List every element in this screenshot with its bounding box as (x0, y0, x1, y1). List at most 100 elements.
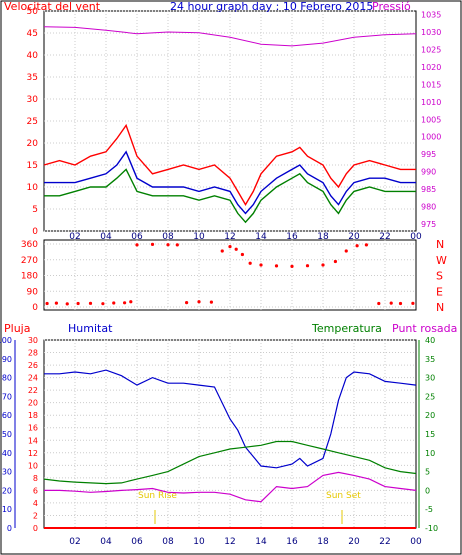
temperature-y-tick-label: 20 (425, 411, 435, 420)
wind-y-tick-label: 10 (27, 183, 39, 193)
legend-humidity: Humitat (68, 322, 113, 335)
wind-y-tick-label: 50 (27, 7, 39, 17)
wind-direction-point (321, 263, 325, 267)
wind-y-tick-label: 0 (32, 227, 38, 237)
wind-axis-title: Velocitat del vent (4, 0, 101, 13)
wind-direction-point (398, 301, 403, 306)
humidity-x-tick-label: 22 (379, 537, 390, 547)
wind-x-tick-label: 20 (348, 232, 360, 242)
temperature-y-tick-label: -10 (425, 524, 438, 533)
wind-direction-point (411, 301, 415, 305)
pressure-y-tick-label: 980 (421, 203, 436, 212)
wind-direction-point (185, 301, 189, 305)
rain-y-tick-label: 26 (28, 361, 38, 370)
humidity-x-tick-label: 18 (317, 537, 329, 547)
series-pressure-line (43, 26, 417, 47)
direction-y-tick-label: 360 (21, 240, 38, 250)
humidity-y-tick-label: 90 (2, 355, 12, 364)
chart-marks: 0510152025303540455097598098599099510001… (0, 7, 447, 547)
humidity-y-tick-label: 40 (2, 449, 12, 458)
legend-rain: Pluja (4, 322, 30, 335)
pressure-y-tick-label: 1025 (421, 45, 441, 54)
series-direction-average-line (44, 168, 416, 224)
wind-direction-point (377, 301, 381, 306)
temperature-y-tick-label: 35 (425, 355, 435, 364)
series-humitat-line (44, 369, 417, 469)
humidity-y-tick-label: 10 (2, 505, 12, 514)
humidity-x-tick-label: 04 (100, 537, 112, 547)
temperature-y-tick-label: 15 (425, 430, 435, 439)
compass-label: W (436, 254, 447, 267)
compass-label: N (436, 301, 444, 314)
humidity-x-tick-label: 20 (348, 537, 360, 547)
humidity-y-tick-label: 100 (0, 336, 12, 345)
humidity-y-tick-label: 80 (2, 374, 12, 383)
wind-x-tick-label: 00 (410, 232, 422, 242)
legend-dewpoint: Punt rosada (392, 322, 457, 335)
wind-direction-point (175, 243, 179, 247)
humidity-x-tick-label: 06 (131, 537, 143, 547)
humidity-y-tick-label: 60 (2, 411, 12, 420)
sun-set-label: Sun Set (326, 491, 361, 501)
humidity-x-tick-label: 02 (69, 537, 80, 547)
rain-y-tick-label: 30 (28, 336, 38, 345)
pressure-axis-title: Pressió (372, 0, 411, 13)
pressure-y-tick-label: 1035 (421, 10, 441, 19)
series-temperatura-line (43, 440, 417, 485)
pressure-y-tick-label: 1005 (421, 115, 441, 124)
chart-title: 24 hour graph day : 10 Febrero 2015 (170, 0, 373, 13)
wind-direction-point (234, 247, 238, 251)
compass-label: S (436, 270, 443, 283)
humidity-x-tick-label: 10 (193, 537, 205, 547)
series-wind-line (44, 150, 416, 215)
pressure-y-tick-label: 990 (421, 168, 436, 177)
humidity-x-tick-label: 14 (255, 537, 267, 547)
wind-y-tick-label: 20 (27, 139, 39, 149)
wind-direction-point (123, 301, 127, 305)
humidity-x-tick-label: 00 (410, 537, 422, 547)
direction-y-tick-label: 0 (32, 303, 38, 313)
humidity-y-tick-label: 70 (2, 392, 12, 401)
rain-y-tick-label: 24 (28, 374, 38, 383)
wind-x-tick-label: 04 (100, 232, 112, 242)
wind-direction-point (220, 249, 224, 253)
rain-y-tick-label: 20 (28, 399, 38, 408)
wind-x-tick-label: 12 (224, 232, 235, 242)
wind-direction-point (209, 300, 213, 304)
wind-direction-point (355, 244, 359, 248)
rain-y-tick-label: 18 (28, 411, 38, 420)
humidity-x-tick-label: 12 (224, 537, 235, 547)
rain-y-tick-label: 2 (33, 511, 38, 520)
wind-direction-point (305, 264, 310, 268)
series-gust-line (43, 123, 416, 206)
temperature-y-tick-label: 30 (425, 374, 435, 383)
wind-y-tick-label: 30 (27, 95, 39, 105)
pressure-y-tick-label: 1015 (421, 80, 441, 89)
sun-rise-label: Sun Rise (138, 491, 177, 501)
compass-label: N (436, 238, 444, 251)
wind-direction-point (274, 264, 279, 268)
humidity-x-tick-label: 08 (162, 537, 174, 547)
wind-direction-point (112, 301, 116, 305)
pressure-y-tick-label: 1030 (421, 28, 441, 37)
wind-direction-point (129, 300, 133, 304)
wind-direction-point (197, 300, 201, 304)
humidity-y-tick-label: 30 (2, 468, 12, 477)
pressure-y-tick-label: 1020 (421, 63, 441, 72)
pressure-y-tick-label: 985 (421, 185, 436, 194)
direction-y-tick-label: 180 (21, 272, 38, 282)
wind-y-tick-label: 25 (27, 117, 38, 127)
rain-y-tick-label: 4 (33, 499, 38, 508)
rain-y-tick-label: 8 (33, 474, 38, 483)
wind-direction-point (101, 302, 105, 306)
rain-y-tick-label: 22 (28, 386, 38, 395)
temperature-y-tick-label: 25 (425, 392, 435, 401)
temperature-y-tick-label: -5 (425, 505, 433, 514)
wind-direction-point (150, 242, 155, 246)
humidity-y-tick-label: 0 (7, 524, 12, 533)
wind-y-tick-label: 35 (27, 73, 38, 83)
humidity-y-tick-label: 20 (2, 486, 12, 495)
